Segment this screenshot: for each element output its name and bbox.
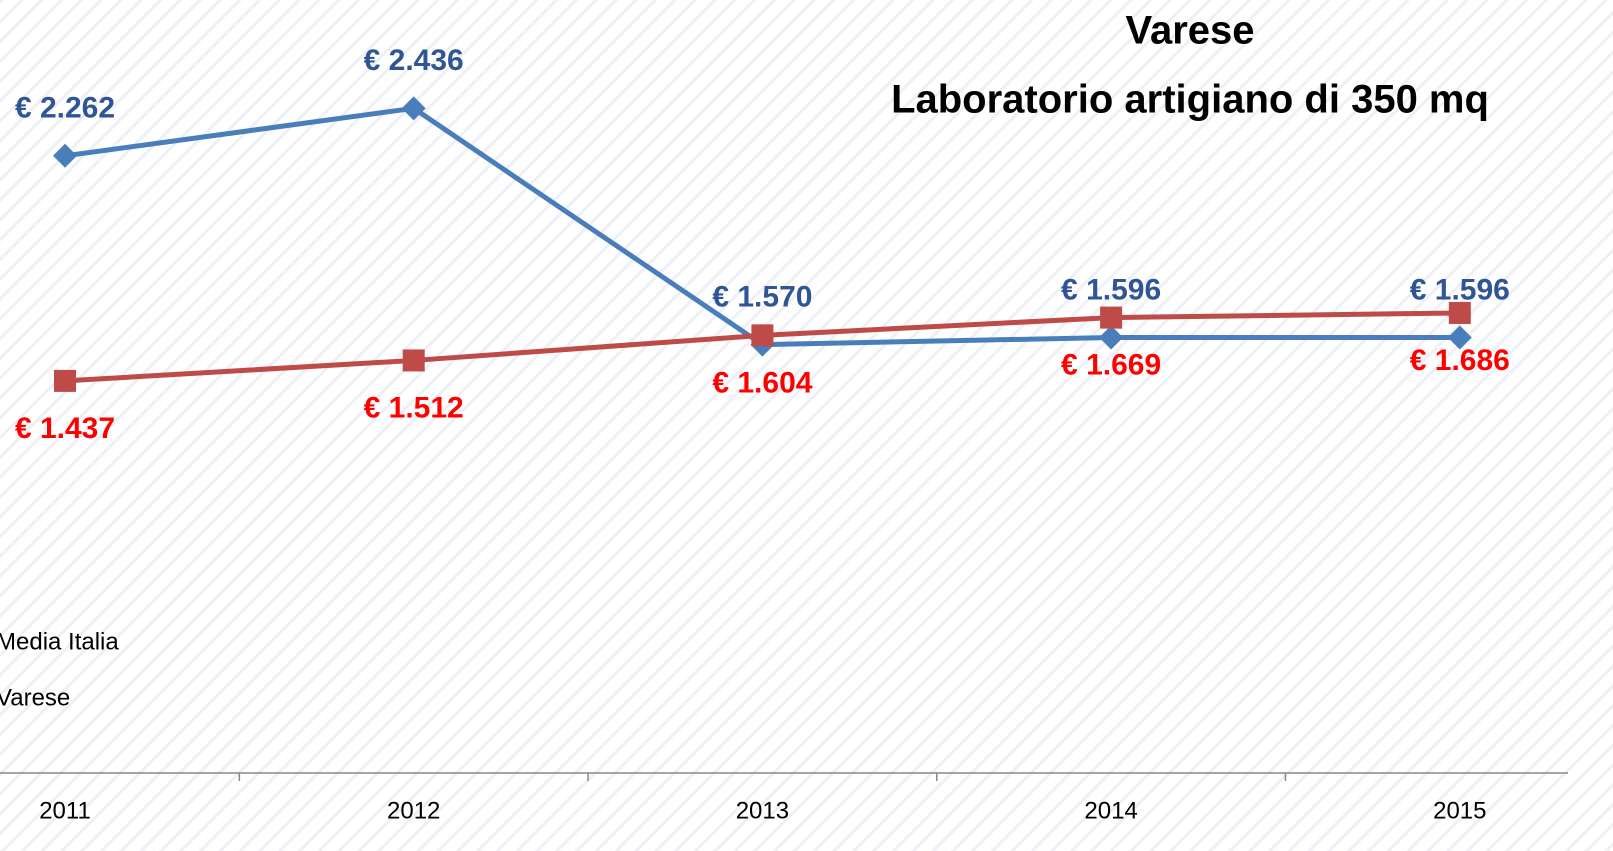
x-tick-label: 2011 (39, 797, 91, 824)
x-tick-label: 2014 (1084, 797, 1137, 824)
data-label: € 1.437 (15, 412, 115, 445)
x-tick-label: 2012 (387, 797, 440, 824)
data-label: € 2.262 (15, 92, 115, 125)
marker (1099, 325, 1124, 350)
marker (401, 96, 426, 121)
data-label: € 1.512 (364, 391, 464, 424)
legend-label: Varese (0, 684, 70, 711)
data-label: € 1.596 (1410, 273, 1510, 306)
marker (54, 369, 76, 392)
chart-subtitle: Laboratorio artigiano di 350 mq (891, 78, 1489, 122)
x-tick-label: 2015 (1433, 797, 1486, 824)
x-tick-label: 2013 (736, 797, 789, 824)
marker (53, 143, 77, 168)
data-label: € 1.604 (712, 366, 812, 399)
data-label: € 2.436 (364, 44, 464, 77)
data-label: € 1.669 (1061, 349, 1161, 382)
data-label: € 1.686 (1410, 344, 1510, 377)
marker (402, 349, 425, 372)
marker (1448, 301, 1471, 324)
data-label: € 1.570 (712, 281, 812, 314)
data-label: € 1.596 (1061, 273, 1161, 306)
marker (751, 324, 774, 347)
legend-label: Media Italia (0, 628, 119, 655)
marker (1100, 306, 1123, 329)
marker (1447, 325, 1472, 350)
chart-title: Varese (1125, 9, 1254, 53)
